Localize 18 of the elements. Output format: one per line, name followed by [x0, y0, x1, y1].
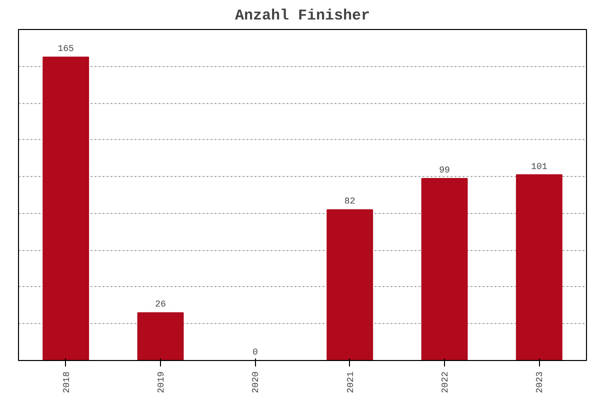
x-tick-label: 2020: [251, 371, 262, 394]
bar: [42, 56, 90, 360]
data-label: 26: [155, 300, 166, 310]
data-label: 0: [252, 348, 258, 358]
x-tick-label: 2019: [156, 371, 166, 394]
x-tick-label: 2018: [62, 371, 72, 394]
bar: [137, 312, 184, 360]
data-label: 82: [344, 196, 356, 207]
data-label: 165: [58, 44, 74, 54]
bar: [421, 178, 468, 360]
bar: [326, 209, 374, 360]
bar: [516, 174, 562, 360]
x-tick-label: 2022: [440, 371, 450, 394]
data-label: 101: [531, 162, 548, 172]
data-label: 99: [439, 165, 450, 176]
chart-title: Anzahl Finisher: [234, 8, 370, 24]
x-tick-label: 2021: [346, 371, 356, 394]
x-tick-label: 2023: [535, 371, 546, 394]
